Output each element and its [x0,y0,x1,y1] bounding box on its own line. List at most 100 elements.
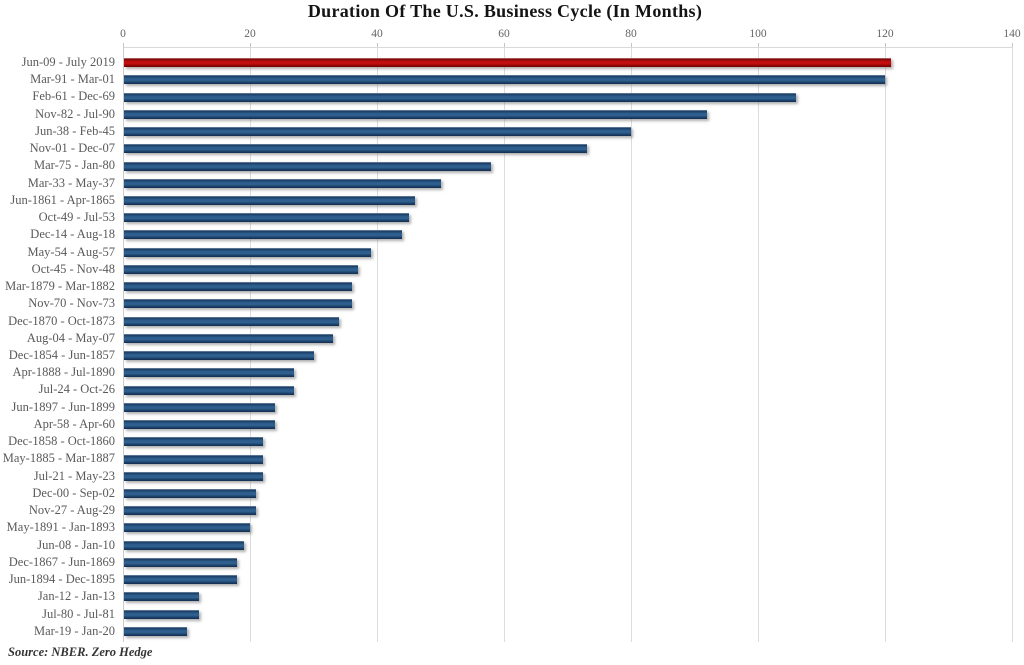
x-tick-label: 20 [244,28,256,40]
chart-row: Jun-1894 - Dec-1895 [0,571,1024,588]
x-tick-label: 60 [498,28,510,40]
x-tick-label: 120 [876,28,894,40]
chart-title: Duration Of The U.S. Business Cycle (In … [307,1,703,21]
bar [124,506,257,516]
bar [124,540,244,550]
bar [124,454,263,464]
chart-row: Nov-82 - Jul-90 [0,106,1024,123]
chart-row: Jul-24 - Oct-26 [0,381,1024,398]
chart-row: Jun-08 - Jan-10 [0,537,1024,554]
gridline [758,47,759,642]
category-label: Jul-80 - Jul-81 [42,606,115,621]
bar [124,144,587,154]
x-tick-mark [377,43,378,47]
bar [124,333,333,343]
bar [124,213,409,223]
x-tick-mark [1012,43,1013,47]
x-tick-mark [504,43,505,47]
chart-row: Dec-1858 - Oct-1860 [0,433,1024,450]
bar [124,385,295,395]
bar-rows: Jun-09 - July 2019 Mar-91 - Mar-01 Feb-61 … [0,54,1024,640]
gridline [631,47,632,642]
chart-row: Jul-80 - Jul-81 [0,606,1024,623]
category-label: Mar-91 - Mar-01 [30,72,115,87]
category-label: Nov-70 - Nov-73 [28,296,115,311]
x-tick-label: 140 [1003,28,1021,40]
category-label: Jun-1861 - Apr-1865 [10,192,115,207]
category-label: Apr-58 - Apr-60 [33,416,115,431]
chart-row: Dec-14 - Aug-18 [0,226,1024,243]
bar [124,402,276,412]
chart-row: Mar-19 - Jan-20 [0,623,1024,640]
category-label: Nov-01 - Dec-07 [29,141,115,156]
chart-row: Apr-1888 - Jul-1890 [0,364,1024,381]
x-tick-label: 40 [371,28,383,40]
category-label: Mar-1879 - Mar-1882 [5,279,115,294]
x-tick-mark [250,43,251,47]
chart-row: May-1891 - Jan-1893 [0,519,1024,536]
bar [124,316,339,326]
gridline [1012,47,1013,642]
bar [124,230,403,240]
chart-row: Mar-33 - May-37 [0,175,1024,192]
chart-row: Jun-09 - July 2019 [0,54,1024,71]
gridline [377,47,378,642]
bar [124,575,238,585]
gridline [123,47,124,642]
bar [124,161,492,171]
category-label: Feb-61 - Dec-69 [32,89,115,104]
chart-row: Mar-75 - Jan-80 [0,157,1024,174]
bar [124,247,371,257]
x-tick-label: 0 [120,28,126,40]
chart-row: Mar-1879 - Mar-1882 [0,278,1024,295]
chart-row: Mar-91 - Mar-01 [0,71,1024,88]
category-label: Dec-14 - Aug-18 [30,227,115,242]
bar [124,488,257,498]
bar [124,264,358,274]
bar [124,420,276,430]
category-label: Apr-1888 - Jul-1890 [12,365,115,380]
chart-row: Aug-04 - May-07 [0,330,1024,347]
category-label: Jun-08 - Jan-10 [37,537,115,552]
chart-row: Apr-58 - Apr-60 [0,416,1024,433]
chart-row: Feb-61 - Dec-69 [0,88,1024,105]
category-label: Oct-45 - Nov-48 [31,261,115,276]
bar [124,437,263,447]
category-label: Aug-04 - May-07 [26,330,115,345]
gridline [885,47,886,642]
chart-row: Jun-1897 - Jun-1899 [0,399,1024,416]
category-label: May-54 - Aug-57 [27,244,116,259]
bar [124,368,295,378]
chart-row: Nov-01 - Dec-07 [0,140,1024,157]
source-note: Source: NBER. Zero Hedge [8,645,153,659]
bar [124,299,352,309]
bar [124,127,631,137]
chart-row: May-54 - Aug-57 [0,244,1024,261]
bar [124,195,416,205]
bar [124,351,314,361]
chart-row: May-1885 - Mar-1887 [0,450,1024,467]
bar [124,557,238,567]
category-label: Jul-21 - May-23 [33,468,115,483]
chart-row: Dec-1854 - Jun-1857 [0,347,1024,364]
x-tick-mark [758,43,759,47]
category-label: Nov-82 - Jul-90 [35,106,115,121]
category-label: Dec-1854 - Jun-1857 [8,347,115,362]
category-label: Dec-1867 - Jun-1869 [8,554,115,569]
chart-row: Jul-21 - May-23 [0,468,1024,485]
bar [124,282,352,292]
x-tick-label: 100 [749,28,767,40]
x-tick-mark [885,43,886,47]
category-label: Oct-49 - Jul-53 [38,210,115,225]
chart-row: Oct-49 - Jul-53 [0,209,1024,226]
x-tick-mark [123,43,124,47]
chart-row: Oct-45 - Nov-48 [0,261,1024,278]
category-label: Mar-75 - Jan-80 [34,158,115,173]
category-label: May-1891 - Jan-1893 [6,520,115,535]
chart-row: Dec-00 - Sep-02 [0,485,1024,502]
category-label: Mar-33 - May-37 [27,175,115,190]
axis-line-top [123,47,1012,48]
category-label: Nov-27 - Aug-29 [28,503,115,518]
bar [124,626,187,636]
